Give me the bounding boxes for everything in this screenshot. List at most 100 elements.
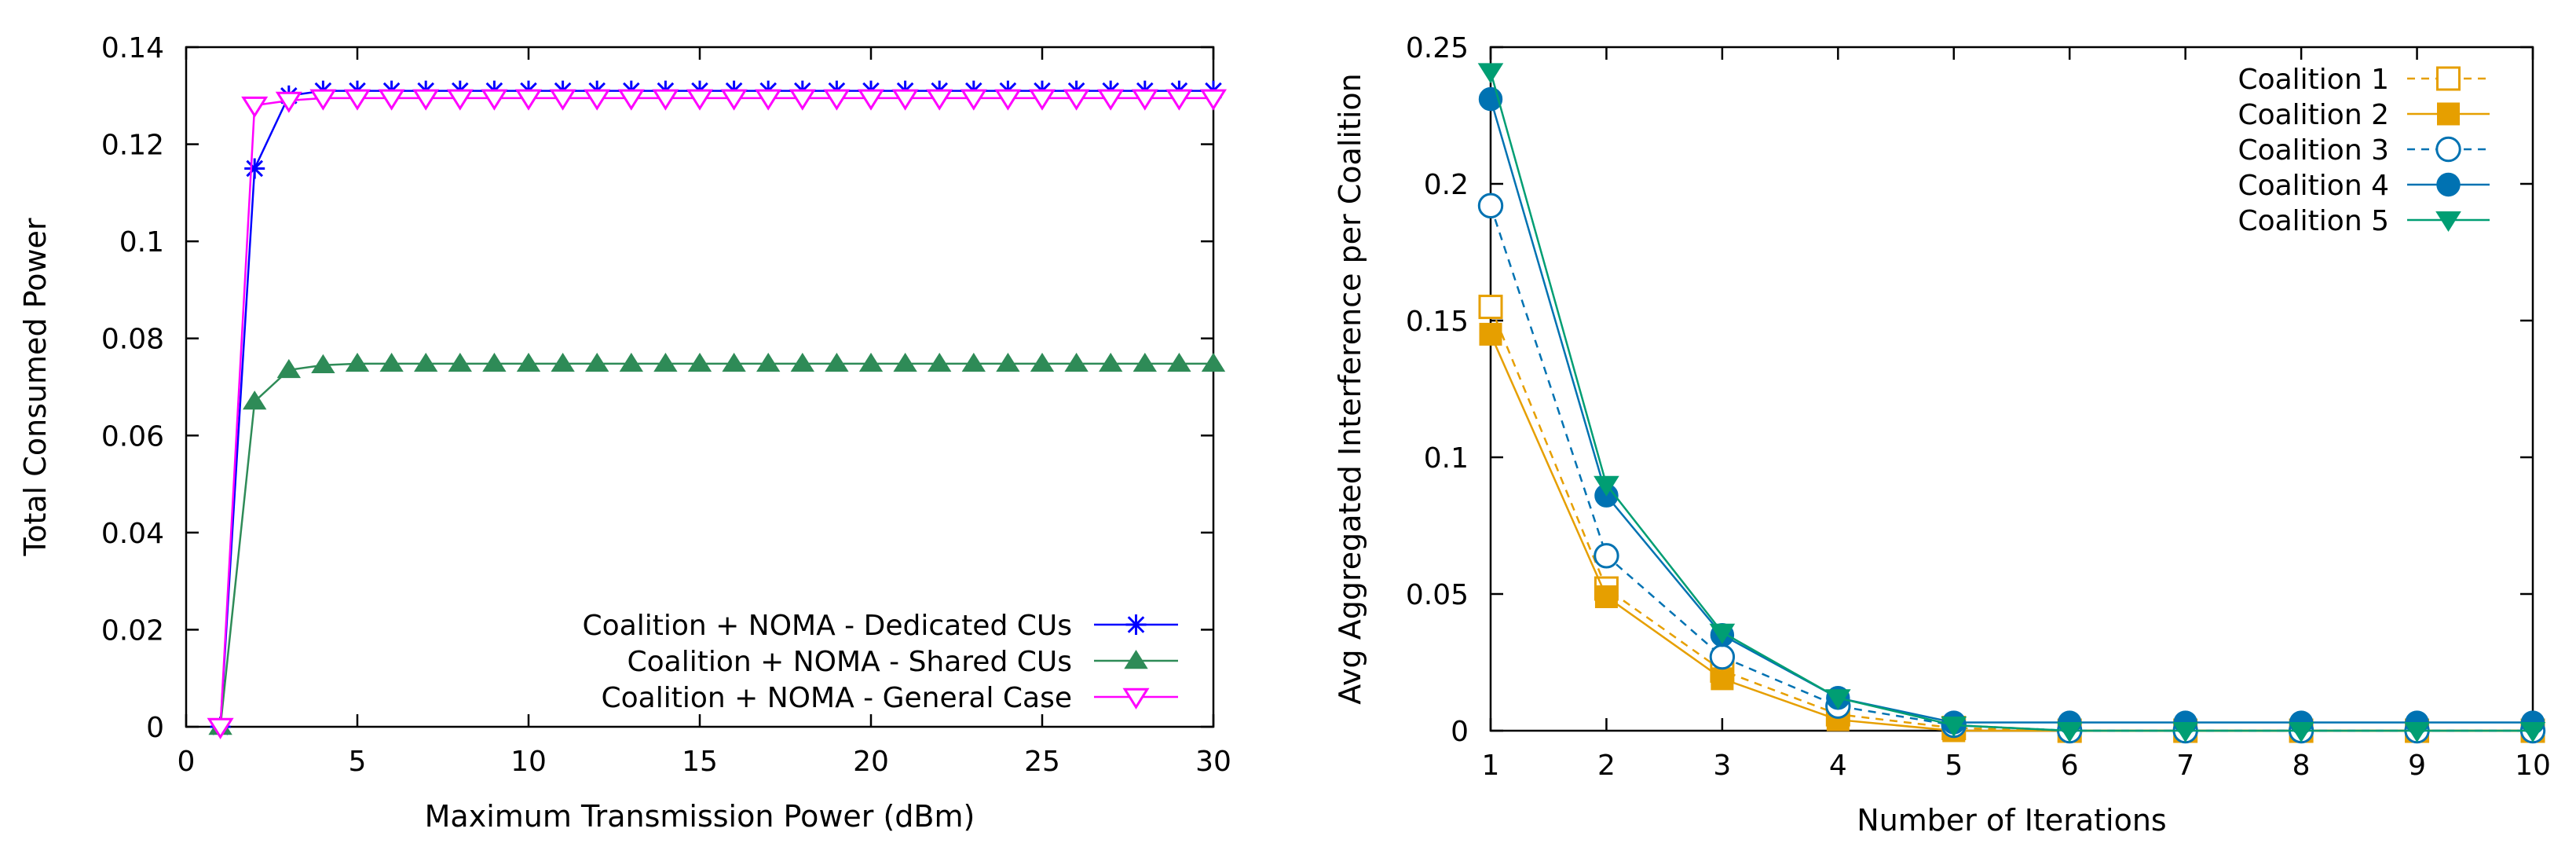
data-point	[825, 352, 849, 372]
x-tick-label: 8	[2292, 750, 2311, 782]
data-point	[343, 89, 371, 111]
y-tick-label: 0.04	[101, 518, 164, 550]
data-point	[241, 96, 269, 118]
data-point	[1030, 352, 1055, 372]
data-point	[1711, 667, 1734, 691]
legend-label: Coalition 5	[2238, 205, 2389, 237]
legend-label: Coalition + NOMA - General Case	[602, 682, 1072, 714]
data-point	[1131, 89, 1158, 111]
data-point	[755, 89, 782, 111]
y-tick-label: 0.05	[1406, 579, 1469, 611]
data-point	[311, 354, 335, 373]
data-point	[996, 352, 1020, 372]
y-tick-label: 0.14	[101, 32, 164, 64]
y-tick-label: 0.25	[1406, 32, 1469, 64]
legend-label: Coalition 4	[2238, 170, 2389, 202]
legend: Coalition + NOMA - Dedicated CUs Coalitio…	[583, 610, 1178, 714]
data-point	[823, 89, 851, 111]
x-tick-label: 30	[1195, 746, 1231, 778]
data-point	[2056, 722, 2083, 742]
x-tick-label: 9	[2408, 750, 2426, 782]
x-tick-label: 10	[2515, 750, 2551, 782]
data-point	[1165, 89, 1193, 111]
data-point	[790, 352, 815, 372]
data-point	[309, 89, 337, 111]
x-tick-label: 15	[682, 746, 718, 778]
legend-marker	[2436, 172, 2461, 197]
x-tick-label: 1	[1482, 750, 1500, 782]
data-point	[686, 89, 714, 111]
series-coalition-noma-shared-cus	[208, 352, 1226, 735]
data-point	[516, 352, 541, 372]
legend-marker	[2437, 102, 2460, 126]
data-point	[1478, 295, 1503, 320]
series-coalition-noma-general-case	[207, 89, 1228, 739]
data-point	[1028, 89, 1056, 111]
data-point	[379, 352, 404, 372]
data-point	[617, 89, 645, 111]
data-point	[275, 91, 302, 113]
data-point	[1063, 89, 1090, 111]
data-point	[960, 89, 987, 111]
data-point	[1064, 352, 1089, 372]
data-point	[893, 352, 917, 372]
data-point	[961, 352, 986, 372]
data-point	[857, 89, 885, 111]
y-tick-label: 0.1	[1424, 442, 1469, 475]
data-point	[584, 352, 609, 372]
legend-label: Coalition + NOMA - Shared CUs	[628, 646, 1073, 678]
y-axis-label: Total Consumed Power	[18, 218, 53, 556]
data-point	[551, 352, 575, 372]
x-tick-label: 20	[853, 746, 889, 778]
data-point	[927, 352, 952, 372]
data-point	[2288, 722, 2314, 742]
x-tick-label: 4	[1829, 750, 1847, 782]
x-tick-label: 3	[1713, 750, 1731, 782]
x-axis-label: Maximum Transmission Power (dBm)	[425, 799, 975, 834]
data-point	[858, 352, 884, 372]
data-point	[1199, 89, 1228, 111]
legend-label: Coalition 3	[2238, 134, 2389, 167]
y-tick-label: 0.02	[101, 614, 164, 647]
data-point	[1477, 63, 1504, 84]
data-point	[482, 352, 507, 372]
x-tick-label: 0	[177, 746, 196, 778]
data-point	[789, 89, 816, 111]
data-point	[1825, 689, 1851, 710]
data-point	[584, 89, 611, 111]
data-point	[994, 89, 1022, 111]
x-tick-label: 25	[1024, 746, 1060, 778]
x-tick-label: 5	[349, 746, 367, 778]
data-point	[413, 352, 438, 372]
data-point	[1594, 475, 1619, 497]
x-tick-label: 6	[2061, 750, 2079, 782]
data-point	[276, 358, 302, 379]
data-point	[2172, 722, 2198, 742]
data-point	[653, 352, 678, 372]
x-axis-label: Number of Iterations	[1857, 803, 2166, 838]
y-tick-label: 0	[1451, 716, 1469, 748]
chart-avg-aggregated-interference: 0 0.05 0.1 0.15 0.2 0.25 1 2 3 4 5 6 7 8 9 10 Number of …	[1333, 32, 2551, 838]
data-point	[345, 352, 370, 372]
y-tick-label: 0.12	[101, 130, 164, 162]
data-point	[2519, 722, 2546, 742]
data-point	[244, 158, 265, 179]
data-point	[1098, 352, 1123, 372]
series-coalition-5	[1477, 63, 2546, 742]
y-tick-label: 0	[146, 712, 164, 744]
data-point	[2404, 722, 2430, 742]
y-tick-label: 0.15	[1406, 306, 1469, 338]
data-point	[514, 89, 543, 111]
legend-marker	[1125, 614, 1147, 635]
data-point	[720, 89, 748, 111]
y-axis-label: Avg Aggregated Interference per Coalitio…	[1333, 73, 1367, 704]
data-point	[207, 717, 234, 739]
legend-marker	[1122, 688, 1150, 710]
data-point	[1201, 352, 1226, 372]
data-point	[1709, 644, 1736, 670]
chart-total-consumed-power: 0 0.02 0.04 0.06 0.08 0.1 0.12 0.14 0 5 10 15 20 25 30…	[18, 32, 1231, 834]
data-point	[652, 89, 679, 111]
